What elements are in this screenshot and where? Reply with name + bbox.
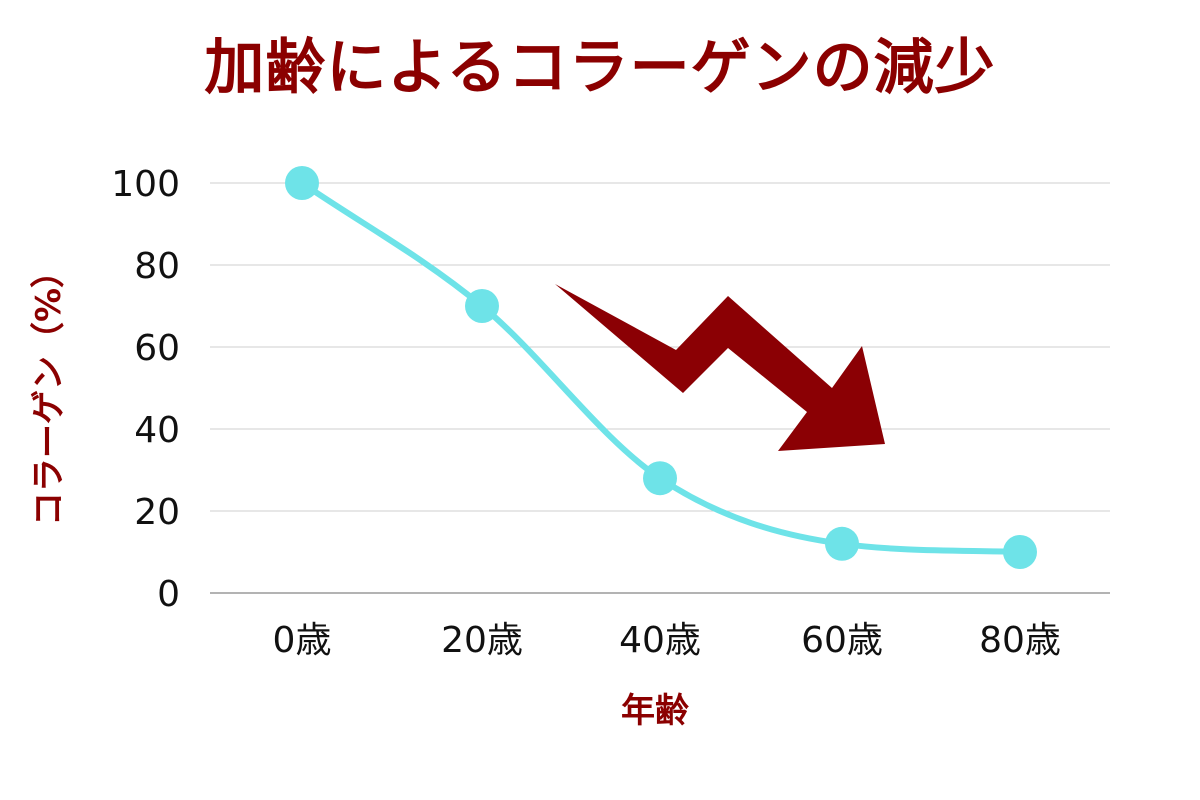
y-tick-label: 0 (157, 574, 180, 615)
series-collagen (285, 166, 1037, 569)
x-tick-label: 60歳 (801, 620, 883, 661)
y-tick-label: 100 (111, 164, 180, 205)
x-tick-label: 40歳 (619, 620, 701, 661)
x-tick-label: 80歳 (979, 620, 1061, 661)
x-tick-label: 20歳 (441, 620, 523, 661)
data-point (285, 166, 319, 200)
y-tick-label: 80 (134, 246, 180, 287)
y-tick-label: 20 (134, 492, 180, 533)
data-point (825, 526, 859, 561)
gridlines (210, 182, 1110, 594)
data-point (643, 461, 677, 496)
x-axis-ticks: 0歳 20歳 40歳 60歳 80歳 (273, 620, 1061, 661)
y-axis-ticks: 0 20 40 60 80 100 (111, 164, 180, 615)
y-axis-title: コラーゲン（%） (29, 254, 69, 526)
x-axis-title: 年齢 (621, 691, 689, 731)
y-tick-label: 60 (134, 328, 180, 369)
decline-arrow-icon (555, 284, 885, 451)
x-tick-label: 0歳 (273, 620, 332, 661)
y-tick-label: 40 (134, 410, 180, 451)
data-point (465, 289, 499, 323)
data-point (1003, 535, 1037, 569)
chart-title: 加齢によるコラーゲンの減少 (204, 33, 996, 103)
